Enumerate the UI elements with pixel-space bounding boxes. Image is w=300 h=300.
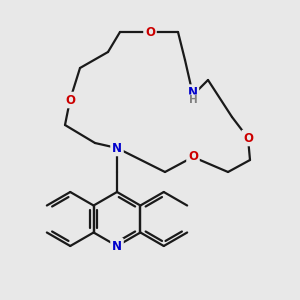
Text: O: O [188,151,198,164]
Text: O: O [243,131,253,145]
Text: N: N [188,85,198,98]
Text: O: O [65,94,75,106]
Text: N: N [112,239,122,253]
Text: N: N [112,142,122,154]
Text: H: H [189,95,197,105]
Text: O: O [145,26,155,38]
